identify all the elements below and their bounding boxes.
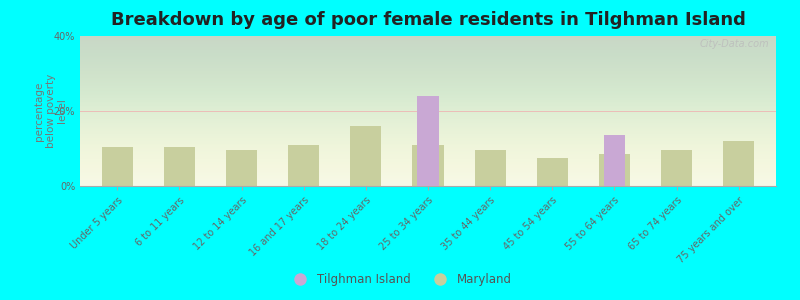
Bar: [413, 145, 443, 186]
Bar: [288, 145, 319, 186]
Bar: [723, 141, 754, 186]
Text: City-Data.com: City-Data.com: [699, 39, 769, 49]
Legend: Tilghman Island, Maryland: Tilghman Island, Maryland: [284, 269, 516, 291]
Bar: [537, 158, 568, 186]
Title: Breakdown by age of poor female residents in Tilghman Island: Breakdown by age of poor female resident…: [110, 11, 746, 29]
Bar: [661, 150, 692, 186]
Y-axis label: percentage
below poverty
level: percentage below poverty level: [34, 74, 67, 148]
Bar: [474, 150, 506, 186]
Bar: [164, 147, 195, 186]
Bar: [599, 154, 630, 186]
Bar: [603, 135, 626, 186]
Bar: [350, 126, 382, 186]
Bar: [417, 96, 439, 186]
Bar: [102, 147, 133, 186]
Bar: [226, 150, 257, 186]
